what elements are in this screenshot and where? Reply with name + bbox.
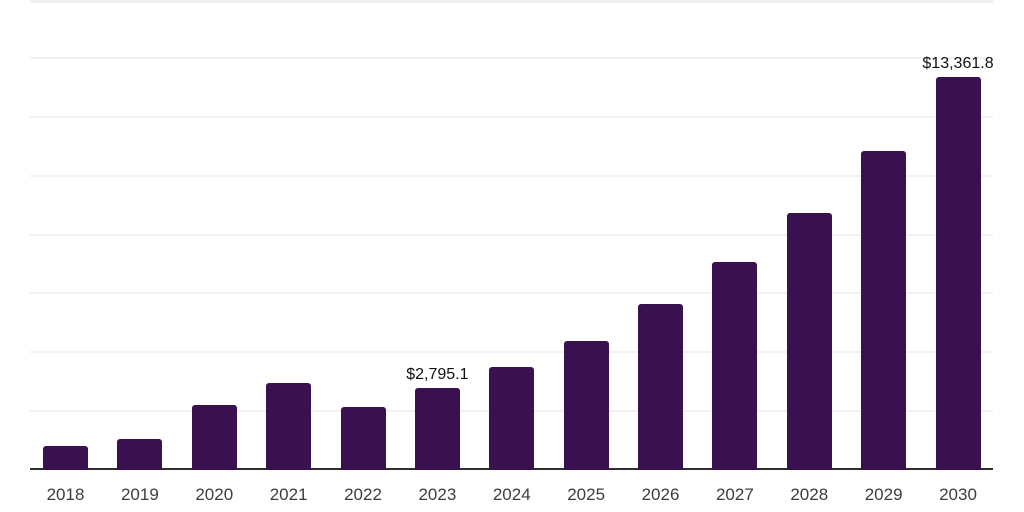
x-tick-label-2024: 2024 [492,485,531,504]
gridline [30,115,993,118]
bar-2030[interactable] [935,76,981,470]
x-tick-label-2029: 2029 [864,485,903,504]
x-tick-label-2028: 2028 [790,485,829,504]
data-label-2023: $2,795.1 [406,365,469,383]
bar-2021[interactable] [266,382,312,470]
chart-top-border [30,0,993,3]
x-tick-label-2025: 2025 [567,485,606,504]
gridline [30,351,993,354]
bar-2027[interactable] [712,262,758,470]
x-tick-label-2023: 2023 [418,485,457,504]
x-tick-label-2030: 2030 [939,485,977,504]
bar-2023[interactable] [414,387,460,470]
bar-2018[interactable] [43,445,88,470]
data-label-2030: $13,361.8 [922,54,994,72]
x-tick-label-2026: 2026 [641,485,680,504]
gridline [30,57,993,59]
gridline [30,292,993,295]
bar-2029[interactable] [861,151,907,470]
bar-2026[interactable] [638,304,683,470]
x-tick-label-2027: 2027 [715,485,754,504]
bar-2028[interactable] [786,213,832,470]
plot-area: 2018 2019 2020 2021 2022 2023 2024 2025 2026 2027… [30,0,994,512]
x-tick-label-2019: 2019 [120,485,159,504]
x-tick-label-2018: 2018 [46,485,85,504]
gridline [30,174,993,177]
gridline [30,233,993,236]
bar-2022[interactable] [340,406,386,470]
x-tick-label-2022: 2022 [344,485,382,504]
bar-2024[interactable] [489,366,535,470]
x-tick-label-2021: 2021 [269,485,308,504]
x-tick-label-2020: 2020 [195,485,234,504]
bar-2019[interactable] [117,438,163,470]
bar-2025[interactable] [563,340,609,470]
bar-2020[interactable] [191,404,237,470]
